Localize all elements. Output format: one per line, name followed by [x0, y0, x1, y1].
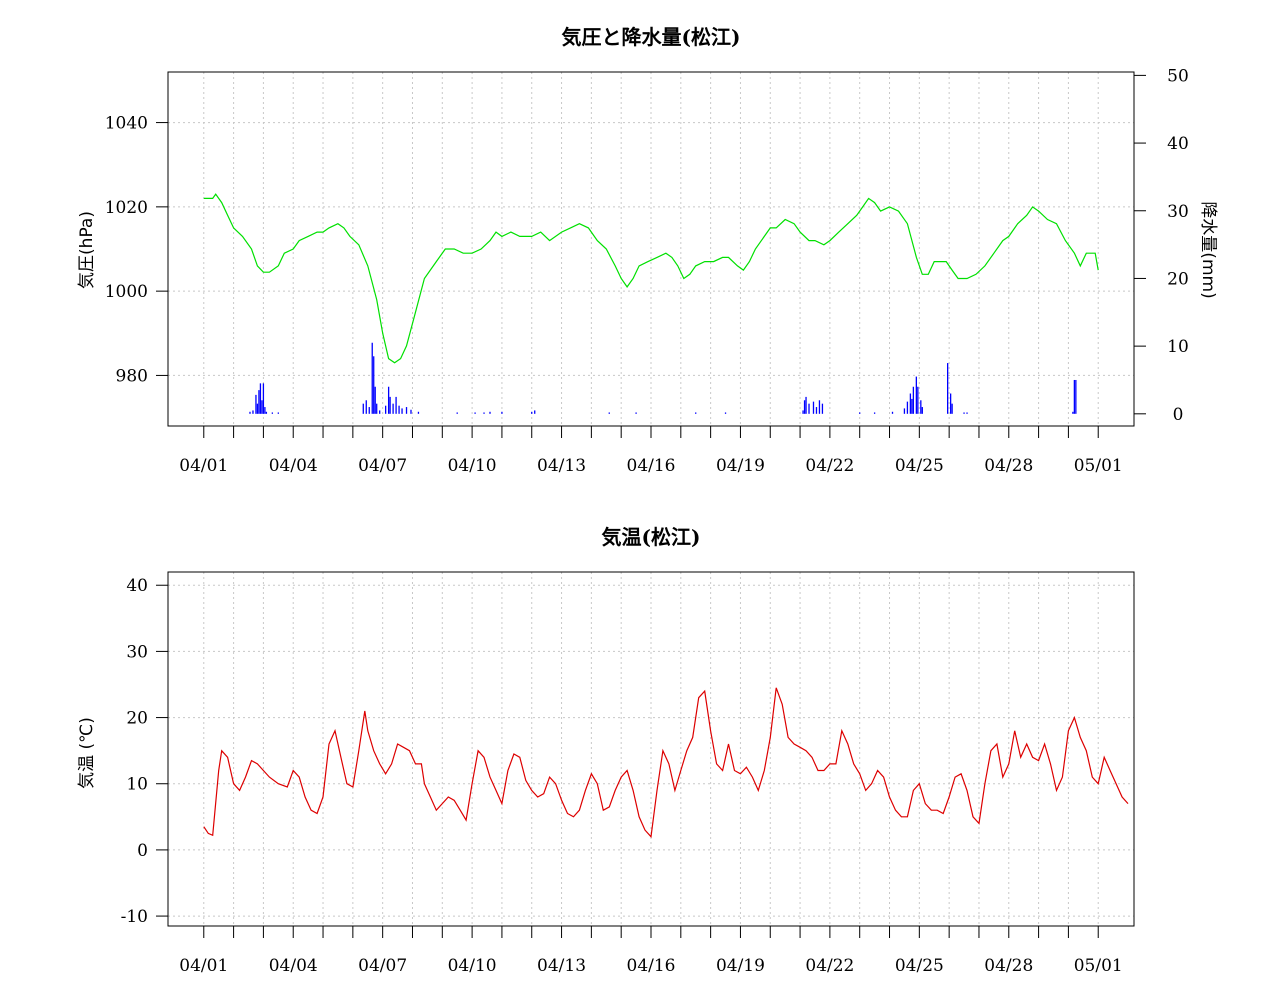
precip-y-tick-label: 10	[1167, 337, 1189, 357]
precip-y-tick-label: 50	[1167, 66, 1189, 86]
pressure-x-tick-label: 04/13	[537, 456, 586, 476]
precip-y-tick-label: 20	[1167, 269, 1189, 289]
pressure-y-tick-label: 1000	[105, 282, 148, 302]
precip-axis-label: 降水量(mm)	[1198, 201, 1218, 298]
temperature-y-tick-label: 20	[126, 709, 148, 729]
pressure-x-tick-label: 04/28	[984, 456, 1033, 476]
temperature-x-tick-label: 04/28	[984, 956, 1033, 976]
precip-y-tick-label: 30	[1167, 202, 1189, 222]
pressure-x-tick-label: 04/16	[627, 456, 676, 476]
temperature-x-tick-label: 05/01	[1074, 956, 1123, 976]
temperature-y-tick-label: -10	[121, 907, 148, 927]
pressure-precip-plot: 04/01 04/04 04/07 04/10 04/13 04/16 04/19 04/22…	[105, 66, 1189, 476]
temperature-x-tick-label: 04/19	[716, 956, 765, 976]
temperature-y-tick-label: 30	[126, 642, 148, 662]
temperature-x-tick-label: 04/13	[537, 956, 586, 976]
pressure-x-tick-label: 04/07	[358, 456, 407, 476]
temperature-x-tick-label: 04/07	[358, 956, 407, 976]
temperature-plot: 04/01 04/04 04/07 04/10 04/13 04/16 04/19 04/22…	[121, 571, 1135, 976]
temperature-x-tick-label: 04/22	[805, 956, 854, 976]
pressure-x-tick-label: 04/22	[805, 456, 854, 476]
temperature-x-tick-label: 04/01	[179, 956, 228, 976]
temperature-chart-title: 気温(松江)	[602, 525, 701, 549]
temperature-x-tick-label: 04/25	[895, 956, 944, 976]
pressure-chart-title: 気圧と降水量(松江)	[562, 25, 741, 49]
precip-y-tick-label: 0	[1173, 405, 1184, 425]
pressure-x-tick-label: 04/19	[716, 456, 765, 476]
temperature-line	[203, 687, 1129, 839]
pressure-y-tick-label: 1020	[105, 198, 148, 218]
pressure-line	[203, 193, 1099, 364]
temperature-y-tick-label: 0	[137, 841, 148, 861]
pressure-x-tick-label: 04/10	[448, 456, 497, 476]
pressure-x-tick-label: 04/04	[269, 456, 318, 476]
temperature-y-tick-label: 40	[126, 576, 148, 596]
temperature-x-tick-label: 04/16	[627, 956, 676, 976]
pressure-y-tick-label: 980	[116, 366, 148, 386]
pressure-y-tick-label: 1040	[105, 114, 148, 134]
temperature-axis-label: 気温 (℃)	[77, 717, 97, 789]
temperature-y-tick-label: 10	[126, 775, 148, 795]
precip-y-tick-label: 40	[1167, 134, 1189, 154]
temperature-x-tick-label: 04/10	[448, 956, 497, 976]
pressure-x-tick-label: 04/25	[895, 456, 944, 476]
pressure-axis-label: 気圧(hPa)	[77, 211, 97, 289]
temperature-x-tick-label: 04/04	[269, 956, 318, 976]
pressure-x-tick-label: 04/01	[179, 456, 228, 476]
pressure-x-tick-label: 05/01	[1074, 456, 1123, 476]
